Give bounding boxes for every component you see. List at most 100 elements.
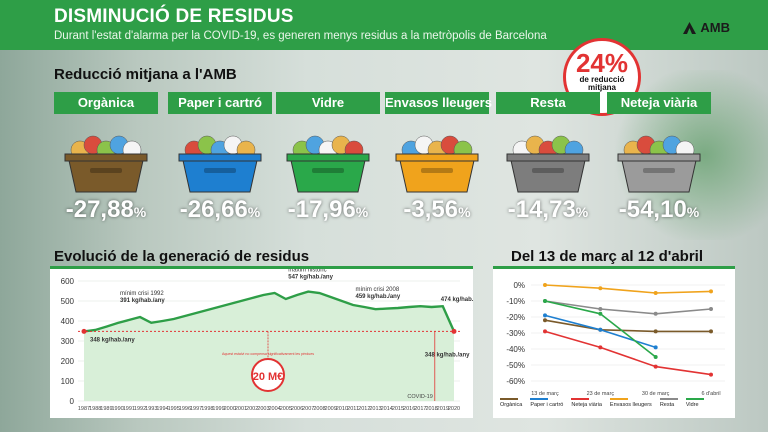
y-tick-label: 400 — [61, 317, 75, 326]
savings-note: Aquest estalvi no compensa significativa… — [222, 352, 314, 356]
x-tick-label: 23 de març — [587, 391, 615, 397]
legend-item: Vidre — [685, 398, 704, 408]
page-subtitle: Durant l'estat d'alarma per la COVID-19,… — [54, 30, 547, 42]
category-value-unit: % — [133, 204, 147, 220]
y-tick-label: 100 — [61, 377, 75, 386]
category-value-number: -26,66 — [179, 196, 248, 223]
x-tick-label: 1995 — [168, 406, 180, 412]
x-tick-label: 2018 — [425, 406, 437, 412]
amb-logo-icon — [683, 21, 697, 34]
period-chart: 0% -10% -20% -30% -40% -50% -60% 13 de març 23 d… — [506, 281, 725, 397]
glass-bin-icon — [286, 135, 370, 193]
savings-badge — [251, 358, 285, 392]
annotation-value: 547 kg/hab./any — [288, 275, 333, 281]
category-card: Paper i cartró -26,66% — [168, 92, 272, 232]
x-tick-label: 2010 — [336, 406, 348, 412]
organic-bin-icon — [64, 135, 148, 193]
series-group — [543, 318, 713, 334]
x-tick-label: 1991 — [123, 406, 135, 412]
x-tick-label: 30 de març — [642, 391, 670, 397]
data-point — [653, 291, 658, 295]
y-tick-label: -20% — [506, 313, 525, 322]
y-tick-label: -30% — [506, 329, 525, 338]
legend-label: Paper i cartró — [530, 402, 564, 408]
annotation-value: 459 kg/hab./any — [356, 294, 401, 300]
legend-item: Paper i cartró — [530, 398, 563, 408]
category-value: -3,56% — [385, 196, 489, 224]
data-point — [653, 329, 658, 334]
data-point — [543, 313, 547, 318]
badge-line2: mitjana — [587, 83, 616, 92]
series-line — [83, 290, 456, 333]
data-point — [653, 364, 658, 369]
bin-area — [54, 114, 158, 196]
annotation-value: 391 kg/hab./any — [120, 298, 165, 304]
x-tick-label: 2005 — [280, 406, 292, 412]
data-point — [543, 329, 547, 334]
bin-area — [385, 114, 489, 196]
period-chart-title: Del 13 de març al 12 d'abril — [511, 248, 703, 265]
legend-label: Vidre — [685, 402, 699, 408]
data-point — [598, 327, 603, 332]
y-tick-label: 0% — [513, 281, 525, 290]
x-tick-label: 13 de març — [531, 391, 559, 397]
x-tick-label: 2016 — [403, 406, 415, 412]
category-card: Neteja viària -54,10% — [607, 92, 711, 232]
category-value-unit: % — [686, 204, 700, 220]
category-card: Vidre -17,96% — [276, 92, 380, 232]
bin-area — [607, 114, 711, 196]
category-value: -27,88% — [54, 196, 158, 224]
y-tick-label: -40% — [506, 345, 525, 354]
category-value: -26,66% — [168, 196, 272, 224]
series-group — [543, 313, 658, 350]
bin-area — [168, 114, 272, 196]
street-cleaning-bin-icon — [617, 135, 701, 193]
reference-label: 348 kg/hab./any — [90, 337, 135, 343]
category-card: Orgànica -27,88% — [54, 92, 158, 232]
amb-logo: AMB — [683, 20, 730, 35]
x-tick-label: 2002 — [246, 406, 258, 412]
evolution-chart: 0100200300400500600198719881989199019911… — [61, 269, 473, 412]
category-value-number: -27,88 — [65, 196, 134, 223]
page-title: DISMINUCIÓ DE RESIDUS — [54, 6, 294, 27]
legend-label: Neteja viària — [571, 402, 602, 408]
x-tick-label: 1994 — [156, 406, 168, 412]
x-tick-label: 2014 — [381, 406, 393, 412]
category-value-unit: % — [247, 204, 261, 220]
x-tick-label: 6 d'abril — [701, 391, 720, 397]
data-point — [709, 329, 713, 334]
x-tick-label: 1992 — [134, 406, 146, 412]
amb-logo-text: AMB — [700, 20, 730, 35]
x-tick-label: 1998 — [201, 406, 213, 412]
data-point — [709, 307, 713, 311]
bin-area — [496, 114, 600, 196]
category-value-unit: % — [575, 204, 589, 220]
legend-item: Neteja viària — [571, 398, 602, 408]
legend-item: Resta — [659, 398, 678, 408]
category-value-number: -14,73 — [507, 196, 576, 223]
annotation-label: mínim crisi 2008 — [356, 287, 400, 293]
y-tick-label: 600 — [61, 277, 75, 286]
badge-line1: de reducció — [579, 75, 625, 84]
x-tick-label: 2003 — [257, 406, 269, 412]
x-tick-label: 2007 — [302, 406, 314, 412]
data-point — [598, 345, 603, 350]
series-group — [543, 299, 658, 359]
y-tick-label: 300 — [61, 337, 75, 346]
x-tick-label: 2011 — [347, 406, 359, 412]
x-tick-label: 1999 — [212, 406, 224, 412]
x-tick-label: 2001 — [235, 406, 247, 412]
x-tick-label: 1996 — [179, 406, 191, 412]
annotation-value: 474 kg/hab./any — [441, 297, 473, 303]
data-point — [543, 299, 547, 303]
x-tick-label: 1997 — [190, 406, 202, 412]
x-tick-label: 2017 — [414, 406, 426, 412]
legend-swatch — [500, 398, 518, 400]
legend-item: Envasos lleugers — [609, 398, 652, 408]
legend-item: Orgànica — [500, 398, 522, 408]
series-line — [544, 330, 712, 376]
category-card: Envasos lleugers -3,56% — [385, 92, 492, 232]
series-line — [544, 300, 712, 315]
category-label: Paper i cartró — [168, 92, 272, 114]
